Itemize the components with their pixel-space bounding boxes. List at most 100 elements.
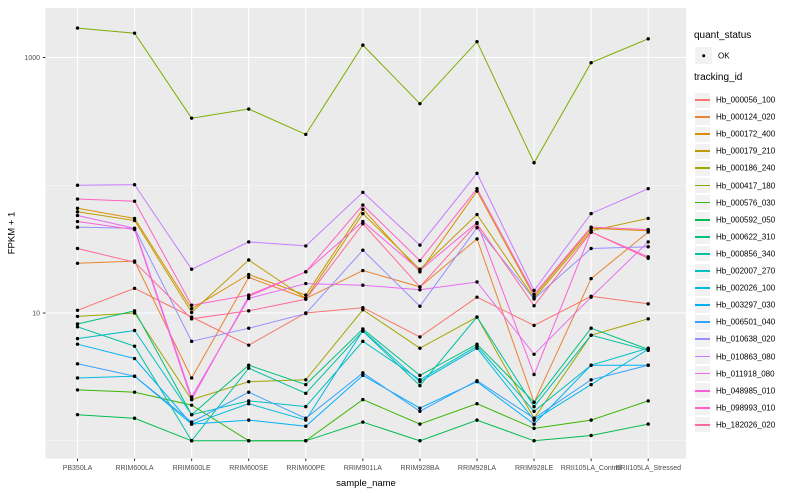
chart-point (418, 422, 422, 426)
chart-point (646, 256, 650, 261)
legend-key-swatch (695, 349, 710, 364)
legend-item-label: Hb_010863_080 (716, 352, 776, 361)
chart-point (247, 366, 251, 370)
chart-point (475, 280, 479, 284)
legend-key-swatch (695, 109, 710, 125)
chart-point (361, 190, 365, 195)
chart-point (475, 315, 479, 319)
chart-point (304, 132, 308, 137)
legend-label-ok: OK (718, 51, 730, 60)
chart-point (132, 328, 137, 333)
legend-line-icon (695, 99, 710, 101)
chart-point (361, 371, 365, 375)
legend-key-swatch (695, 280, 710, 296)
chart-point (75, 26, 80, 30)
chart-point (532, 404, 536, 409)
chart-point (646, 227, 650, 232)
legend-item-label: Hb_000056_100 (716, 95, 776, 105)
chart-point (418, 383, 422, 388)
chart-point (475, 295, 479, 299)
chart-point (361, 397, 365, 402)
legend-item-label: Hb_010638_020 (716, 334, 776, 344)
chart-point (189, 267, 194, 271)
legend-key-swatch (695, 126, 710, 142)
chart-point (475, 171, 479, 176)
chart-point (304, 293, 308, 297)
chart-point (304, 439, 308, 443)
chart-point (361, 43, 365, 47)
legend-line-icon (695, 116, 710, 118)
chart-point (475, 226, 479, 230)
chart-point (475, 418, 479, 422)
chart-point (75, 213, 80, 218)
chart-point (132, 227, 137, 232)
chart-point (361, 268, 365, 273)
chart-point (132, 390, 137, 394)
chart-point (189, 397, 194, 402)
legend: quant_status OK tracking_id Hb_000056_10… (693, 0, 800, 500)
y-tick-label: 10 (32, 310, 40, 317)
chart-point (589, 378, 593, 382)
chart-point (304, 416, 308, 420)
chart-point (475, 379, 479, 383)
y-tick-label: 1000 (24, 55, 40, 62)
chart-point (532, 422, 536, 426)
x-tick-label: RRIM600SE (229, 465, 268, 472)
chart-point (532, 400, 536, 404)
chart-point (75, 206, 80, 211)
chart-point (247, 309, 251, 313)
chart-point (132, 199, 137, 203)
chart-point (475, 212, 479, 217)
chart-point (532, 426, 536, 431)
chart-point (589, 418, 593, 422)
chart-point (646, 347, 650, 351)
chart-point (247, 401, 251, 406)
legend-title-tracking-id: tracking_id (694, 72, 743, 83)
chart-point (646, 37, 650, 41)
chart-point (304, 404, 308, 409)
x-tick-label: RRIM600LE (173, 465, 211, 472)
chart-point (189, 339, 194, 344)
x-axis-title: sample_name (336, 478, 396, 489)
chart-point (418, 101, 422, 106)
chart-point (189, 439, 194, 443)
legend-key-swatch (695, 92, 710, 108)
legend-item-label: Hb_000622_310 (716, 232, 776, 242)
legend-line-icon (695, 406, 710, 409)
chart-point (646, 186, 650, 191)
chart-point (418, 243, 422, 247)
chart-point (132, 182, 137, 187)
chart-point (132, 344, 137, 348)
chart-point (247, 390, 251, 394)
legend-item-label: Hb_000172_400 (716, 129, 776, 139)
chart-point (532, 292, 536, 297)
chart-point (132, 260, 137, 264)
chart-point (589, 433, 593, 438)
chart-point (589, 326, 593, 330)
chart-point (475, 189, 479, 193)
chart-point (304, 424, 308, 428)
chart-point (361, 211, 365, 216)
chart-point (646, 302, 650, 306)
chart-point (418, 373, 422, 378)
chart-point (475, 237, 479, 241)
chart-point (247, 258, 251, 262)
chart-point (304, 281, 308, 286)
legend-line-icon (695, 150, 710, 153)
chart-point (304, 297, 308, 302)
chart-point (247, 363, 251, 367)
legend-key-swatch (695, 366, 710, 382)
chart-point (247, 343, 251, 347)
chart-point (189, 376, 194, 380)
chart-point (247, 240, 251, 244)
legend-item-label: Hb_048985_010 (716, 386, 776, 396)
chart-point (75, 261, 80, 265)
point-marker-icon (701, 53, 706, 58)
legend-line-icon (695, 167, 710, 170)
legend-item-label: Hb_098993_010 (716, 403, 776, 413)
chart-point (418, 409, 422, 414)
x-tick-label: RRIM600PE (286, 465, 325, 472)
chart-point (304, 311, 308, 316)
legend-key-swatch (695, 178, 710, 193)
